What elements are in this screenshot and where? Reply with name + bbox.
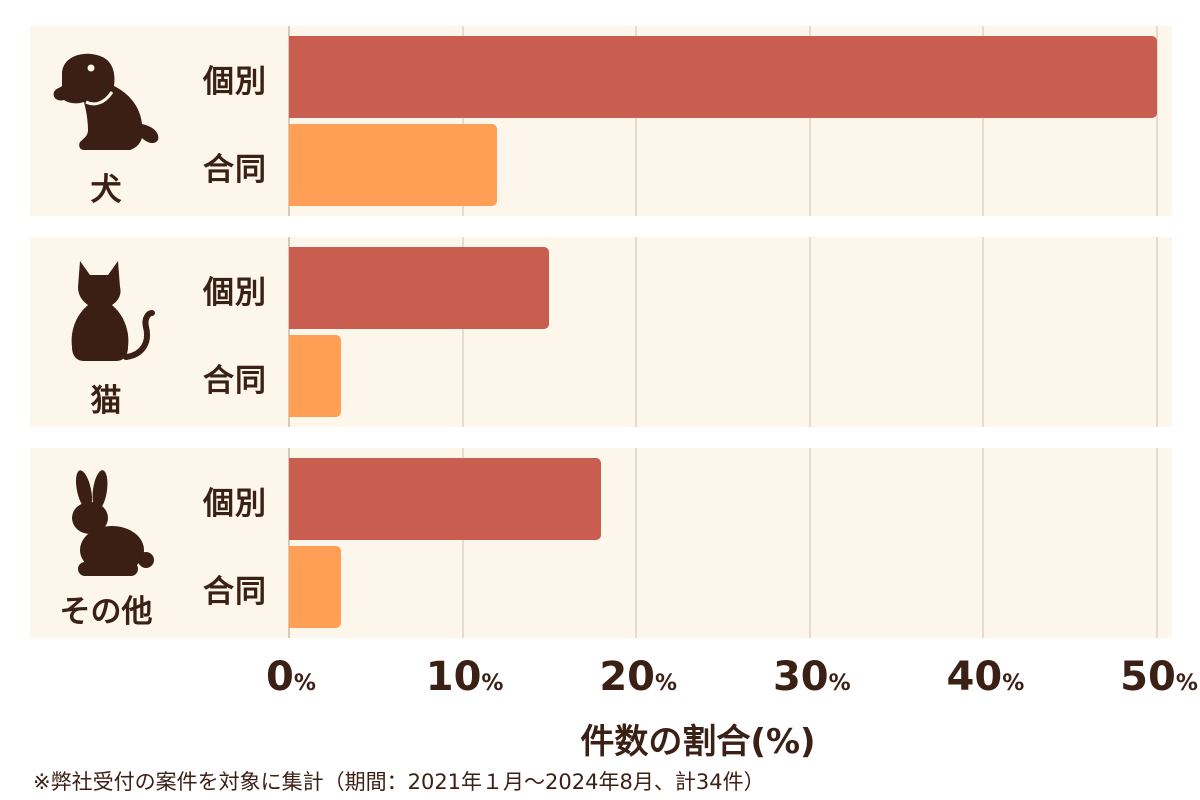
x-tick-label: 10%	[426, 654, 504, 700]
tick-value: 0	[266, 654, 294, 700]
x-tick-label: 40%	[947, 654, 1025, 700]
gridline	[461, 26, 464, 216]
gridline	[635, 26, 638, 216]
axis-baseline	[288, 237, 290, 427]
cat-icon	[50, 257, 160, 371]
gridline	[635, 448, 638, 638]
gridline	[635, 237, 638, 427]
dog-icon	[44, 46, 164, 160]
tick-value: 10	[425, 654, 482, 700]
axis-baseline	[288, 26, 290, 216]
bar	[289, 546, 342, 628]
tick-value: 50	[1120, 654, 1176, 700]
bar-category-label: 個別	[203, 275, 267, 311]
gridline	[982, 26, 985, 216]
bar-category-label: 合同	[203, 363, 267, 399]
tick-value: 40	[946, 654, 1003, 700]
bar-category-label: 個別	[203, 64, 267, 100]
tick-suffix: %	[1175, 671, 1198, 696]
x-tick-label: 30%	[773, 654, 851, 700]
gridline	[982, 448, 985, 638]
x-axis-title: 件数の割合(%)	[580, 722, 816, 762]
gridline	[1156, 237, 1158, 427]
gridline	[808, 26, 811, 216]
gridline	[1156, 448, 1158, 638]
bar-category-label: 合同	[203, 574, 267, 610]
tick-suffix: %	[828, 671, 851, 696]
x-tick-label: 20%	[599, 654, 677, 700]
tick-suffix: %	[1002, 671, 1025, 696]
bar	[289, 458, 602, 540]
bar-category-label: 合同	[203, 152, 267, 188]
bar	[289, 247, 550, 329]
x-tick-label: 50%	[1120, 654, 1198, 700]
tick-value: 20	[599, 654, 655, 700]
gridline	[982, 237, 985, 427]
x-tick-label: 0%	[266, 654, 316, 700]
bar	[289, 335, 342, 417]
bar-category-label: 個別	[203, 486, 267, 522]
group-panel-2	[30, 237, 1172, 427]
gridline	[461, 237, 464, 427]
tick-value: 30	[772, 654, 829, 700]
gridline	[808, 237, 811, 427]
gridline	[1156, 26, 1158, 216]
footnote: ※弊社受付の案件を対象に集計（期間：2021年１月～2024年8月、計34件）	[33, 770, 765, 794]
rabbit-icon	[50, 470, 160, 584]
axis-baseline	[288, 448, 290, 638]
tick-suffix: %	[655, 671, 678, 696]
group-label: 犬	[90, 172, 122, 208]
bar	[289, 36, 1157, 118]
tick-suffix: %	[481, 671, 504, 696]
gridline	[808, 448, 811, 638]
gridline	[461, 448, 464, 638]
group-label: 猫	[90, 383, 122, 419]
group-label: その他	[59, 594, 153, 630]
bar	[289, 124, 498, 206]
tick-suffix: %	[293, 671, 316, 696]
